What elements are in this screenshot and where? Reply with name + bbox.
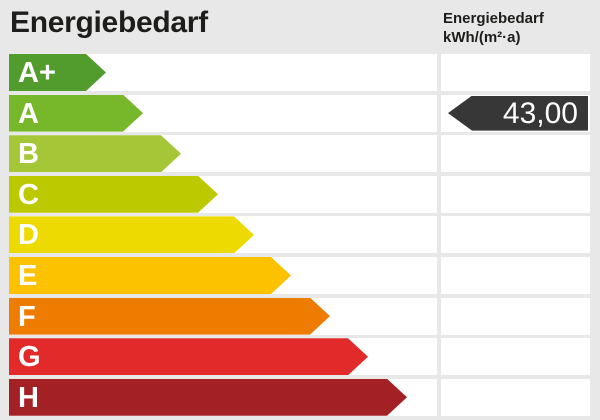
row-track-right <box>441 338 590 376</box>
scale-row-A: A 43,00 <box>0 94 600 132</box>
scale-class-label: D <box>18 219 39 252</box>
scale-bar-arrow: H <box>9 379 407 416</box>
scale-class-label: G <box>18 341 41 374</box>
row-track-right <box>441 216 590 254</box>
scale-bar-arrow: A+ <box>9 54 106 91</box>
scale-row-H: H <box>0 378 600 416</box>
value-indicator-arrow: 43,00 <box>448 95 588 131</box>
scale-class-label: A <box>18 97 39 130</box>
row-track-right <box>441 135 590 173</box>
scale-row-G: G <box>0 338 600 376</box>
scale-bar-arrow: D <box>9 216 254 253</box>
scale-row-B: B <box>0 135 600 173</box>
scale-row-F: F <box>0 297 600 335</box>
scale-class-label: A+ <box>18 57 56 89</box>
scale-class-label: F <box>18 300 36 333</box>
row-track-right <box>441 54 590 91</box>
unit-header-title: Energiebedarf <box>443 10 544 27</box>
scale-bar-arrow: B <box>9 135 181 172</box>
scale-bar-arrow: E <box>9 257 291 294</box>
scale-row-C: C <box>0 175 600 213</box>
scale-row-A+: A+ <box>0 54 600 91</box>
row-track-right <box>441 175 590 213</box>
unit-header-unit: kWh/(m²·a) <box>443 29 521 46</box>
scale-bar-arrow: A <box>9 95 143 132</box>
row-track-right <box>441 378 590 416</box>
unit-header: Energiebedarf kWh/(m²·a) <box>443 9 544 47</box>
scale-class-label: C <box>18 178 39 211</box>
row-track-right <box>441 297 590 335</box>
scale-class-label: H <box>18 381 39 414</box>
page-title: Energiebedarf <box>10 6 208 39</box>
scale-row-D: D <box>0 216 600 254</box>
scale-class-label: B <box>18 138 39 171</box>
scale-bar-arrow: G <box>9 338 368 375</box>
scale-row-E: E <box>0 257 600 294</box>
scale-bar-arrow: C <box>9 176 218 213</box>
scale-bar-arrow: F <box>9 298 330 335</box>
scale-class-label: E <box>18 260 38 292</box>
row-track-right <box>441 257 590 294</box>
